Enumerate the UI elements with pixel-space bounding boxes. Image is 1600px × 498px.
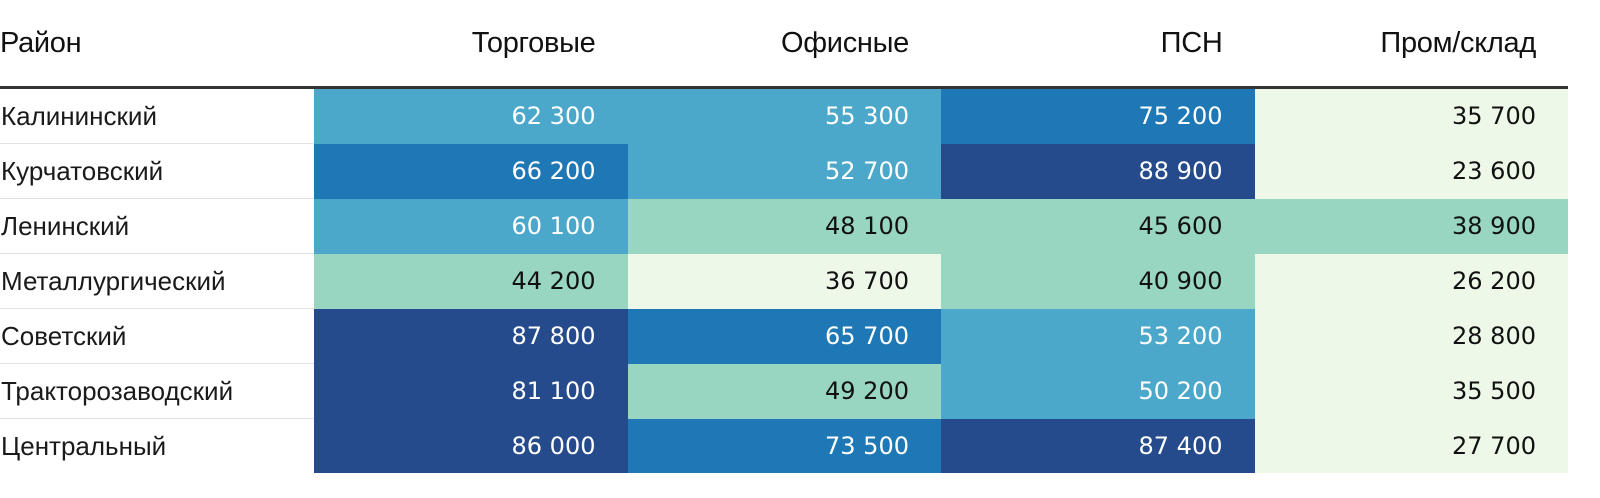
heatmap-cell: 60 100 [314, 198, 628, 254]
district-name: Ленинский [0, 198, 314, 254]
table-header: Район Торговые Офисные ПСН Пром/склад [0, 0, 1568, 89]
heatmap-cell: 75 200 [941, 87, 1255, 144]
district-name: Металлургический [0, 253, 314, 309]
district-name: Центральный [0, 418, 314, 473]
table-row: Центральный 86 000 73 500 87 400 27 700 [0, 418, 1568, 473]
heatmap-cell: 52 700 [627, 143, 941, 199]
price-heatmap-table: Район Торговые Офисные ПСН Пром/склад Ка… [0, 0, 1568, 473]
heatmap-cell: 48 100 [627, 198, 941, 254]
table-row: Ленинский 60 100 48 100 45 600 38 900 [0, 198, 1568, 254]
district-name: Советский [0, 308, 314, 364]
column-header-office: Офисные [627, 0, 941, 89]
heatmap-cell: 65 700 [627, 308, 941, 364]
heatmap-cell: 87 800 [314, 308, 628, 364]
heatmap-cell: 38 900 [1254, 198, 1568, 254]
heatmap-cell: 40 900 [941, 253, 1255, 309]
table-row: Калининский 62 300 55 300 75 200 35 700 [0, 87, 1568, 144]
column-header-retail: Торговые [314, 0, 628, 89]
heatmap-cell: 66 200 [314, 143, 628, 199]
heatmap-cell: 36 700 [627, 253, 941, 309]
heatmap-cell: 88 900 [941, 143, 1255, 199]
district-name: Калининский [0, 87, 314, 144]
heatmap-cell: 73 500 [627, 418, 941, 473]
district-name: Тракторозаводский [0, 363, 314, 419]
table-body: Калининский 62 300 55 300 75 200 35 700 Курча… [0, 87, 1568, 473]
table-row: Тракторозаводский 81 100 49 200 50 200 35 50… [0, 363, 1568, 419]
district-name: Курчатовский [0, 143, 314, 199]
heatmap-cell: 49 200 [627, 363, 941, 419]
heatmap-cell: 87 400 [941, 418, 1255, 473]
heatmap-cell: 81 100 [314, 363, 628, 419]
heatmap-cell: 45 600 [941, 198, 1255, 254]
table-row: Советский 87 800 65 700 53 200 28 800 [0, 308, 1568, 364]
heatmap-cell: 53 200 [941, 308, 1255, 364]
heatmap-cell: 28 800 [1254, 308, 1568, 364]
heatmap-cell: 62 300 [314, 87, 628, 144]
table-row: Курчатовский 66 200 52 700 88 900 23 600 [0, 143, 1568, 199]
heatmap-cell: 35 700 [1254, 87, 1568, 144]
heatmap-cell: 44 200 [314, 253, 628, 309]
heatmap-cell: 35 500 [1254, 363, 1568, 419]
heatmap-cell: 50 200 [941, 363, 1255, 419]
column-header-district: Район [0, 0, 314, 89]
heatmap-cell: 23 600 [1254, 143, 1568, 199]
heatmap-cell: 26 200 [1254, 253, 1568, 309]
heatmap-cell: 55 300 [627, 87, 941, 144]
header-row: Район Торговые Офисные ПСН Пром/склад [0, 0, 1568, 89]
column-header-psn: ПСН [941, 0, 1255, 89]
heatmap-cell: 86 000 [314, 418, 628, 473]
table-row: Металлургический 44 200 36 700 40 900 26 200 [0, 253, 1568, 309]
column-header-industrial: Пром/склад [1254, 0, 1568, 89]
heatmap-cell: 27 700 [1254, 418, 1568, 473]
